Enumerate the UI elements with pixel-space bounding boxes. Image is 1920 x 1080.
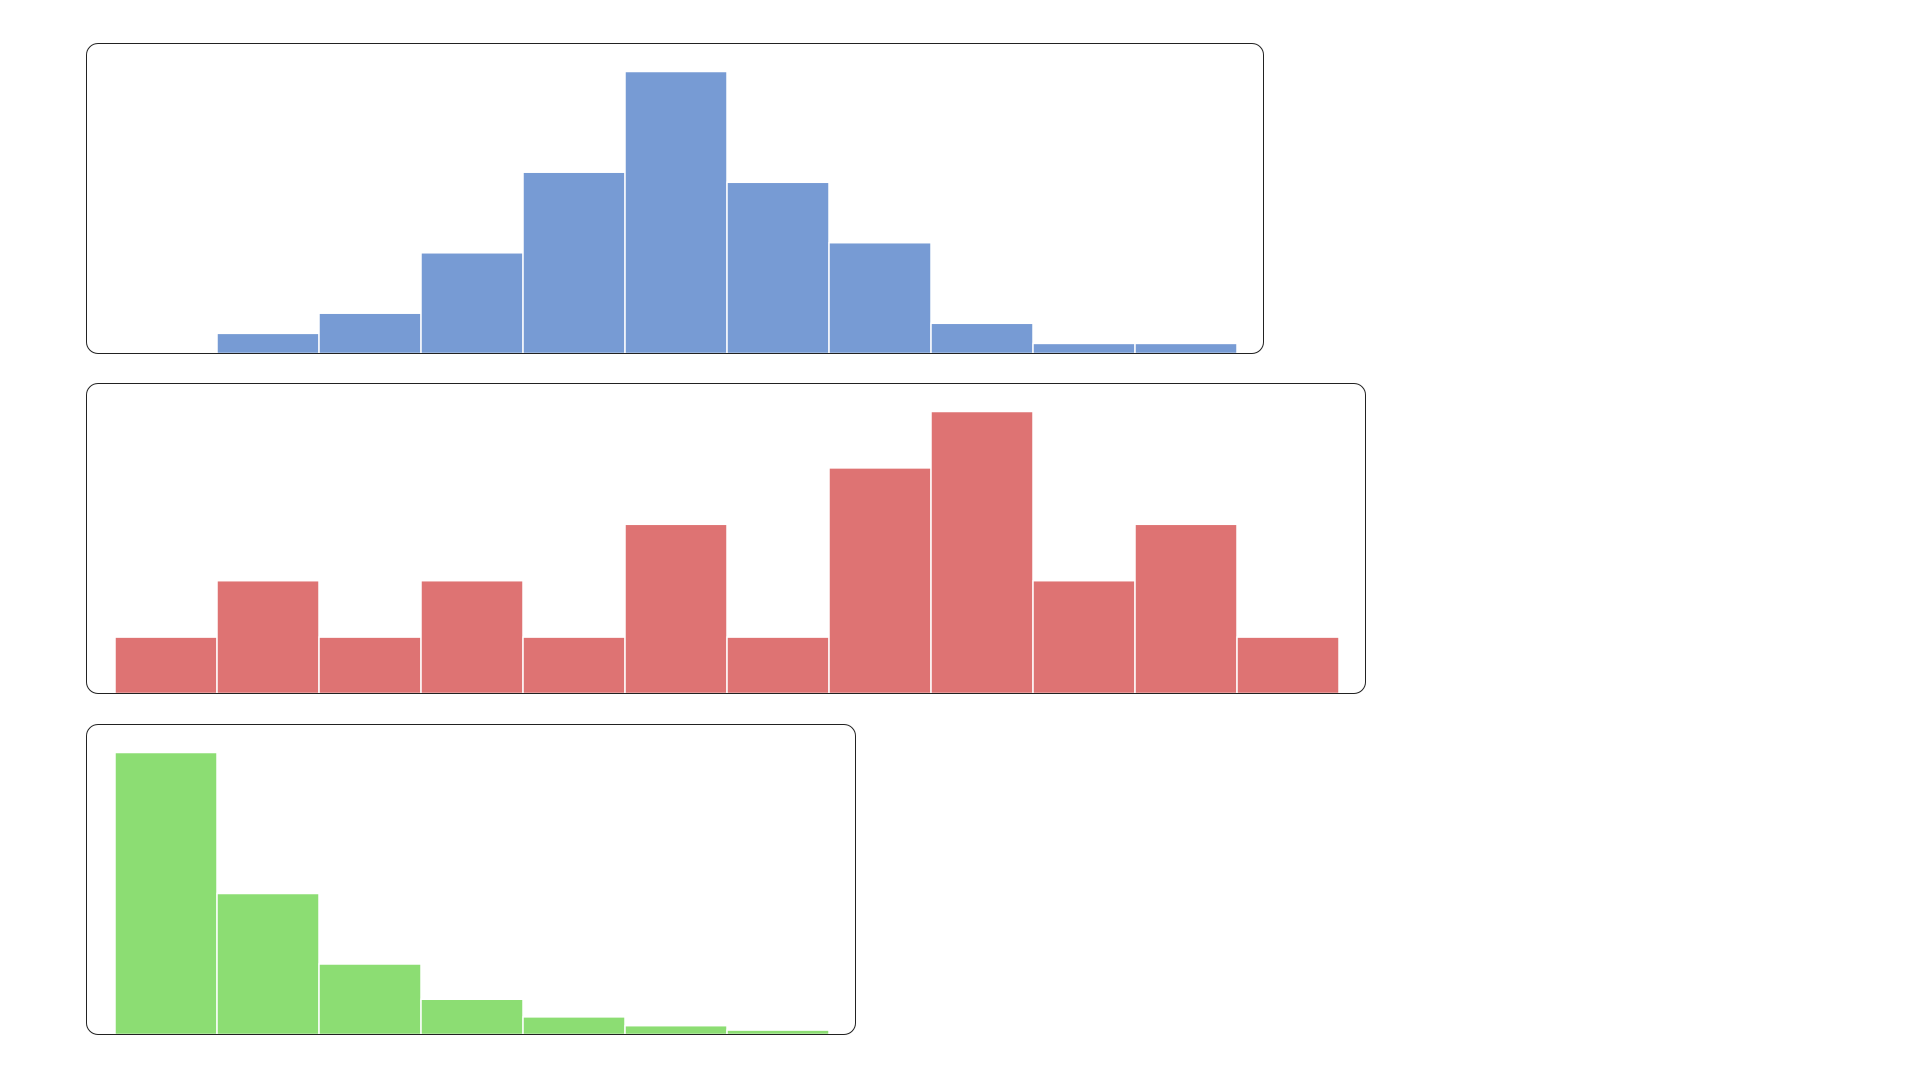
histogram-bar [1032,342,1136,353]
histogram-bar [216,579,320,693]
histogram-bar [828,241,932,353]
histogram-bar [1236,636,1340,693]
histogram-bar [1032,579,1136,693]
histogram-bar [522,1016,626,1034]
histogram-bar [930,410,1034,693]
histogram-bar [726,1029,830,1034]
histogram-bar [1134,523,1238,693]
histogram-panel-red [86,383,1366,694]
histogram-bar [318,312,422,353]
histogram-bar [216,332,320,353]
histogram-bar [420,579,524,693]
histogram-bar [726,636,830,693]
histogram-panel-green [86,724,856,1035]
histogram-bar [522,636,626,693]
histogram-bar [318,963,422,1034]
histogram-bar [726,181,830,353]
histogram-bar [1134,342,1238,353]
histogram-bar [114,751,218,1034]
histogram-panel-blue [86,43,1264,354]
histogram-bar [114,636,218,693]
histogram-bar [624,1024,728,1034]
histogram-svg [216,70,1238,353]
histogram-bar [216,892,320,1034]
histogram-bar [420,998,524,1034]
histogram-bar [828,467,932,693]
histogram-svg [114,410,1340,693]
histogram-bar [318,636,422,693]
histogram-svg [114,751,830,1034]
histogram-bar [930,322,1034,353]
histogram-bar [624,70,728,353]
histogram-bar [522,171,626,353]
histogram-bar [420,252,524,353]
histogram-bar [624,523,728,693]
